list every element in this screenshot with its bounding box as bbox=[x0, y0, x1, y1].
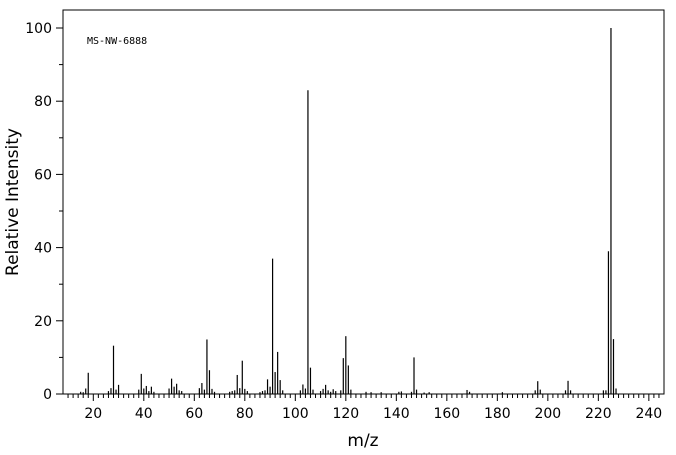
x-tick-label: 80 bbox=[236, 406, 254, 422]
y-tick-label: 40 bbox=[34, 241, 52, 257]
x-tick-label: 180 bbox=[484, 406, 511, 422]
y-tick-label: 80 bbox=[34, 94, 52, 110]
x-tick-label: 20 bbox=[84, 406, 102, 422]
x-tick-label: 160 bbox=[433, 406, 460, 422]
y-tick-label: 20 bbox=[34, 314, 52, 330]
chart-title: MS-NW-6888 bbox=[87, 36, 147, 47]
y-tick-label: 0 bbox=[43, 387, 52, 403]
x-tick-label: 120 bbox=[332, 406, 359, 422]
spectrum-peaks bbox=[80, 28, 617, 394]
y-axis-label: Relative Intensity bbox=[3, 128, 23, 276]
y-axis-ticks: 0 20 40 60 80 100 bbox=[25, 21, 63, 403]
x-axis-label: m/z bbox=[347, 431, 378, 451]
x-tick-label: 60 bbox=[185, 406, 203, 422]
y-tick-label: 60 bbox=[34, 167, 52, 183]
y-tick-label: 100 bbox=[25, 21, 52, 37]
x-tick-label: 40 bbox=[135, 406, 153, 422]
x-tick-label: 220 bbox=[585, 406, 612, 422]
x-axis-ticks: 20 40 60 80 100 120 140 160 180 200 220 240 bbox=[67, 394, 662, 422]
plot-frame bbox=[62, 9, 665, 395]
x-tick-label: 240 bbox=[635, 406, 662, 422]
x-tick-label: 140 bbox=[383, 406, 410, 422]
x-tick-label: 100 bbox=[282, 406, 309, 422]
x-tick-label: 200 bbox=[534, 406, 561, 422]
